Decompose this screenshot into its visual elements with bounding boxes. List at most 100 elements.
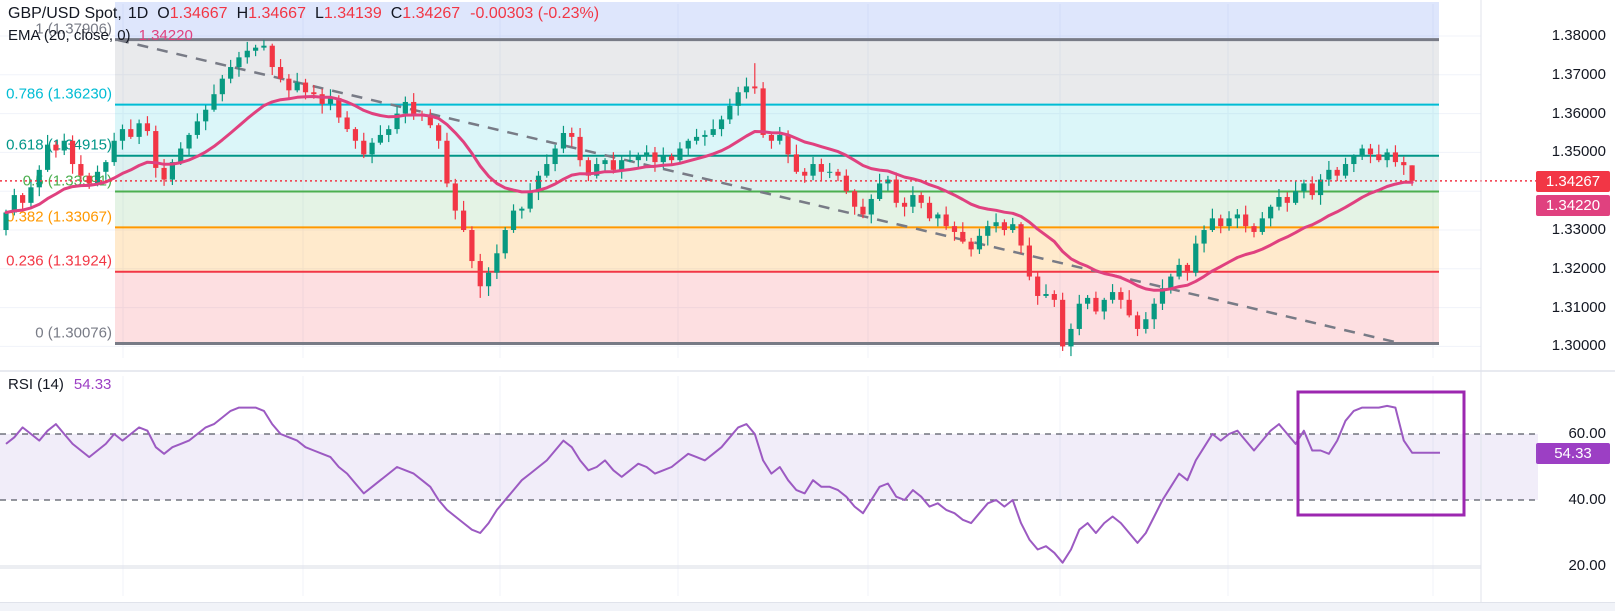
candle: [852, 191, 858, 207]
ema-legend[interactable]: EMA (20, close, 0) 1.34220: [8, 27, 193, 44]
candle: [968, 241, 974, 250]
candle: [644, 152, 650, 157]
rsi-highlight-box[interactable]: [1296, 390, 1466, 517]
symbol-legend[interactable]: GBP/USD Spot, 1D O1.34667 H1.34667 L1.34139 C…: [8, 5, 599, 23]
candle: [1276, 197, 1282, 207]
candle: [818, 164, 824, 172]
candle: [269, 45, 275, 68]
candle: [502, 230, 508, 254]
candle: [935, 214, 941, 219]
candle: [1001, 222, 1007, 230]
candle: [843, 175, 849, 192]
candle: [1060, 299, 1066, 347]
candle: [1051, 294, 1057, 300]
candle: [594, 164, 600, 176]
candle: [494, 253, 500, 273]
rsi-legend[interactable]: RSI (14) 54.33: [8, 376, 111, 393]
price-axis-label: 1.33000: [1551, 221, 1606, 238]
price-axis[interactable]: 1.38000 1.37000 1.36000 1.35000 1.33000 1.320…: [1482, 0, 1615, 602]
candle: [103, 162, 109, 172]
time-axis[interactable]: JunJulAugSepOctNovDec2026: [0, 566, 1615, 602]
candle: [1293, 191, 1299, 203]
fib-level-label: 1 (1.37906): [35, 21, 112, 38]
candle: [960, 231, 966, 242]
candle: [943, 214, 949, 227]
candle: [627, 160, 633, 162]
candle: [128, 129, 134, 137]
rsi-line[interactable]: [5, 404, 1440, 564]
candle: [519, 208, 525, 211]
candle: [411, 101, 417, 114]
candle: [336, 98, 342, 118]
low-value: 1.34139: [323, 5, 382, 22]
candle: [544, 164, 550, 176]
candle: [985, 226, 991, 236]
candle: [1251, 226, 1257, 232]
candle: [560, 133, 567, 149]
candle: [169, 162, 175, 180]
candle: [461, 210, 467, 230]
candle: [361, 140, 367, 155]
candle: [918, 195, 924, 203]
candle: [1226, 218, 1232, 227]
candle: [119, 129, 126, 141]
fib-band: [115, 155, 1439, 192]
fib-band-above: [115, 2, 1439, 40]
candle: [319, 94, 325, 104]
rsi-axis-label: 60.00: [1568, 425, 1606, 442]
candle: [1184, 264, 1191, 273]
bottom-strip: [0, 602, 1615, 611]
candle: [868, 198, 874, 215]
candle: [877, 183, 883, 199]
candle: [144, 123, 151, 132]
candle: [386, 129, 392, 135]
candle: [685, 140, 691, 149]
candle: [1342, 164, 1349, 176]
candle: [219, 78, 225, 95]
fib-band: [115, 104, 1439, 156]
candle: [111, 140, 117, 163]
timeframe[interactable]: 1D: [127, 5, 149, 22]
candle: [1351, 156, 1357, 165]
candle: [1109, 292, 1116, 300]
candle: [1334, 169, 1340, 176]
candle: [352, 129, 359, 141]
price-axis-label: 1.36000: [1551, 104, 1606, 122]
candle: [743, 86, 750, 93]
candle: [1317, 179, 1324, 196]
candle: [211, 94, 217, 110]
fib-band: [115, 39, 1439, 105]
candle: [660, 156, 666, 163]
candle: [45, 144, 51, 170]
candle: [477, 261, 483, 287]
candle: [327, 98, 334, 104]
candle: [1259, 218, 1265, 232]
candle: [1309, 183, 1315, 196]
candle: [976, 235, 983, 250]
candle: [485, 272, 492, 287]
candle: [402, 101, 408, 114]
candle: [610, 160, 616, 170]
candle: [1168, 276, 1174, 289]
rsi-value: 54.33: [73, 376, 112, 393]
candle: [585, 160, 591, 176]
candle: [552, 148, 558, 165]
candle: [1134, 315, 1141, 329]
candle: [1384, 152, 1390, 161]
candle: [926, 202, 933, 219]
rsi-axis-label: 20.00: [1568, 557, 1606, 574]
rsi-value-badge: 54.33: [1536, 442, 1610, 464]
candle: [344, 117, 350, 130]
ema-line[interactable]: [4, 95, 1414, 292]
candle: [1301, 183, 1307, 192]
candle: [1326, 169, 1332, 180]
candle: [277, 67, 284, 79]
candle: [1234, 214, 1240, 219]
candle: [1126, 299, 1132, 316]
candle: [535, 175, 542, 192]
candle: [178, 148, 184, 163]
candle: [11, 195, 17, 213]
price-axis-label: 1.31000: [1551, 298, 1606, 316]
